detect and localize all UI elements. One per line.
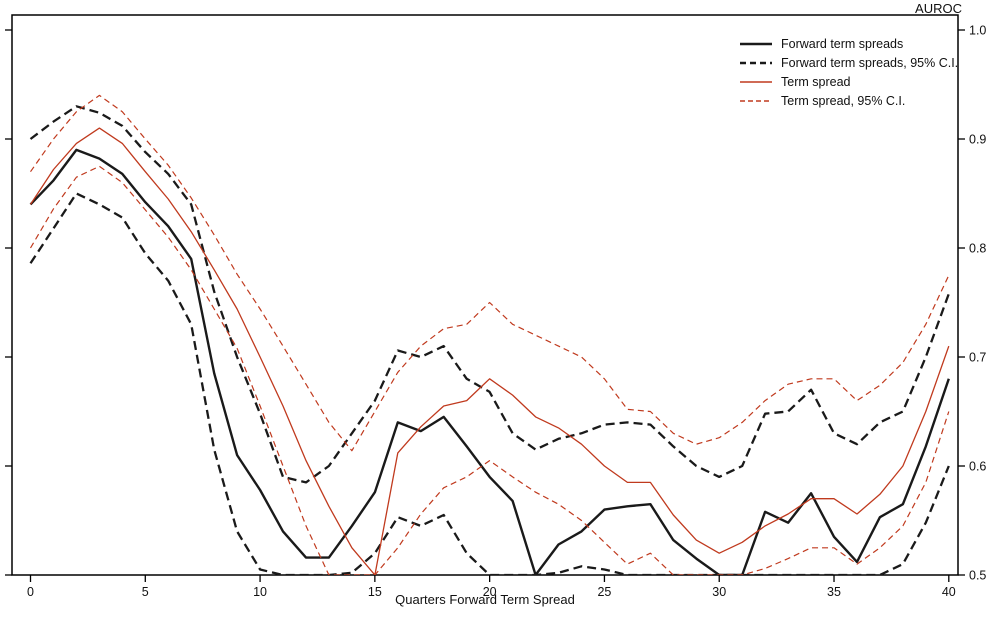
series-term-spread: [29, 127, 950, 575]
y-tick-label: 0.8: [969, 242, 986, 256]
x-tick-label: 0: [27, 585, 34, 599]
x-tick-label: 5: [142, 585, 149, 599]
x-tick-label: 35: [827, 585, 841, 599]
x-tick-label: 15: [368, 585, 382, 599]
legend-label: Forward term spreads, 95% C.I.: [781, 55, 959, 70]
x-axis-title: Quarters Forward Term Spread: [395, 592, 575, 607]
legend-line-sample-icon: [740, 80, 772, 83]
legend-label: Term spread, 95% C.I.: [781, 93, 906, 108]
y-tick-label: 0.7: [969, 351, 986, 365]
legend-line-sample-icon: [740, 99, 772, 102]
x-tick-label: 30: [712, 585, 726, 599]
legend-label: Forward term spreads: [781, 36, 904, 51]
y-tick-label: 0.6: [969, 460, 986, 474]
legend: Forward term spreads Forward term spreads…: [739, 34, 958, 110]
legend-line-sample-icon: [740, 42, 772, 45]
legend-line-sample-icon: [740, 61, 772, 64]
x-tick-label: 25: [597, 585, 611, 599]
legend-item-2: Term spread: [739, 72, 958, 91]
y-tick-label: 0.5: [969, 569, 986, 583]
x-tick-label: 10: [253, 585, 267, 599]
series-term-spread-95-c-i-upper: [30, 94, 950, 452]
x-tick-label: 20: [483, 585, 497, 599]
x-tick-label: 40: [942, 585, 956, 599]
series-forward-term-spreads-95-c-i-lower: [29, 192, 950, 575]
y-tick-label: 1.0: [969, 24, 986, 38]
series-forward-term-spreads: [29, 148, 950, 575]
series-forward-term-spreads-95-c-i-upper: [29, 105, 950, 484]
legend-item-0: Forward term spreads: [739, 34, 958, 53]
series-term-spread-95-c-i-lower: [29, 165, 950, 575]
y-tick-label: 0.9: [969, 133, 986, 147]
legend-label: Term spread: [781, 74, 851, 89]
y-axis-title: AUROC: [915, 1, 962, 16]
legend-item-3: Term spread, 95% C.I.: [739, 91, 958, 110]
plot-border: [11, 14, 959, 576]
legend-item-1: Forward term spreads, 95% C.I.: [739, 53, 958, 72]
